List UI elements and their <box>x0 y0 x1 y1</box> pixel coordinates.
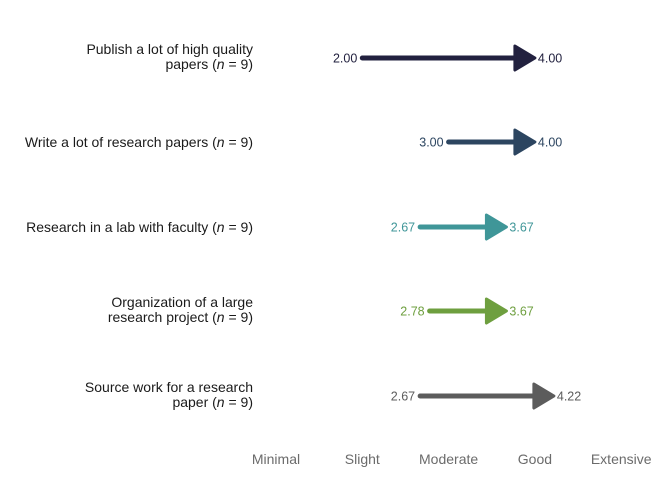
row-label-n: n <box>216 218 225 235</box>
x-tick-label: Good <box>518 451 552 467</box>
start-value-label: 2.00 <box>333 52 357 66</box>
end-value-label: 4.22 <box>557 390 581 404</box>
row-label-line: Research in a lab with faculty (n = 9) <box>26 218 253 235</box>
end-value-label: 4.00 <box>538 136 562 150</box>
row-label-line: Publish a lot of high quality <box>86 42 253 57</box>
row-label-text: = 9) <box>224 56 253 72</box>
end-value-label: 3.67 <box>509 221 533 235</box>
start-value-label: 2.78 <box>400 305 424 319</box>
arrow-head <box>484 297 508 325</box>
row-label: Source work for a research paper (n = 9) <box>85 380 253 410</box>
arrow-head <box>513 44 537 72</box>
row-label-text: research project ( <box>107 309 217 325</box>
row-label-line: paper (n = 9) <box>85 395 253 410</box>
row-label-text: Organization of a large <box>111 294 253 310</box>
row-label-n: n <box>216 394 225 410</box>
end-value-label: 3.67 <box>509 305 533 319</box>
x-tick-label: Minimal <box>252 451 300 467</box>
row-label-text: = 9) <box>224 309 253 325</box>
start-value-label: 2.67 <box>391 390 415 404</box>
x-tick-label: Extensive <box>591 451 652 467</box>
arrow-head <box>513 128 537 156</box>
row-label-text: = 9) <box>224 133 253 150</box>
row-label-text: Research in a lab with faculty ( <box>26 218 217 235</box>
row-label-text: papers ( <box>165 56 217 72</box>
row-label-line: papers (n = 9) <box>86 57 253 72</box>
row-label-line: Organization of a large <box>108 295 253 310</box>
row-label: Write a lot of research papers (n = 9) <box>24 133 253 150</box>
x-tick-label: Moderate <box>419 451 478 467</box>
row-label-text: Write a lot of research papers ( <box>24 133 217 150</box>
row-label-line: Source work for a research <box>85 380 253 395</box>
row-label-text: = 9) <box>224 218 253 235</box>
row-label-text: Source work for a research <box>84 379 253 395</box>
row-label: Publish a lot of high quality papers (n =… <box>86 42 253 72</box>
arrow-head <box>532 382 556 410</box>
row-label-n: n <box>216 56 225 72</box>
row-label: Organization of a large research project … <box>108 295 253 325</box>
start-value-label: 2.67 <box>391 221 415 235</box>
row-label-line: research project (n = 9) <box>108 310 253 325</box>
row-label-text: = 9) <box>224 394 253 410</box>
arrow-head <box>484 213 508 241</box>
row-label-text: paper ( <box>172 394 217 410</box>
row-label: Research in a lab with faculty (n = 9) <box>26 218 253 235</box>
row-label-n: n <box>216 309 225 325</box>
end-value-label: 4.00 <box>538 52 562 66</box>
start-value-label: 3.00 <box>419 136 443 150</box>
row-label-n: n <box>216 133 225 150</box>
row-label-line: Write a lot of research papers (n = 9) <box>24 133 253 150</box>
x-tick-label: Slight <box>345 451 380 467</box>
row-label-text: Publish a lot of high quality <box>86 41 253 57</box>
